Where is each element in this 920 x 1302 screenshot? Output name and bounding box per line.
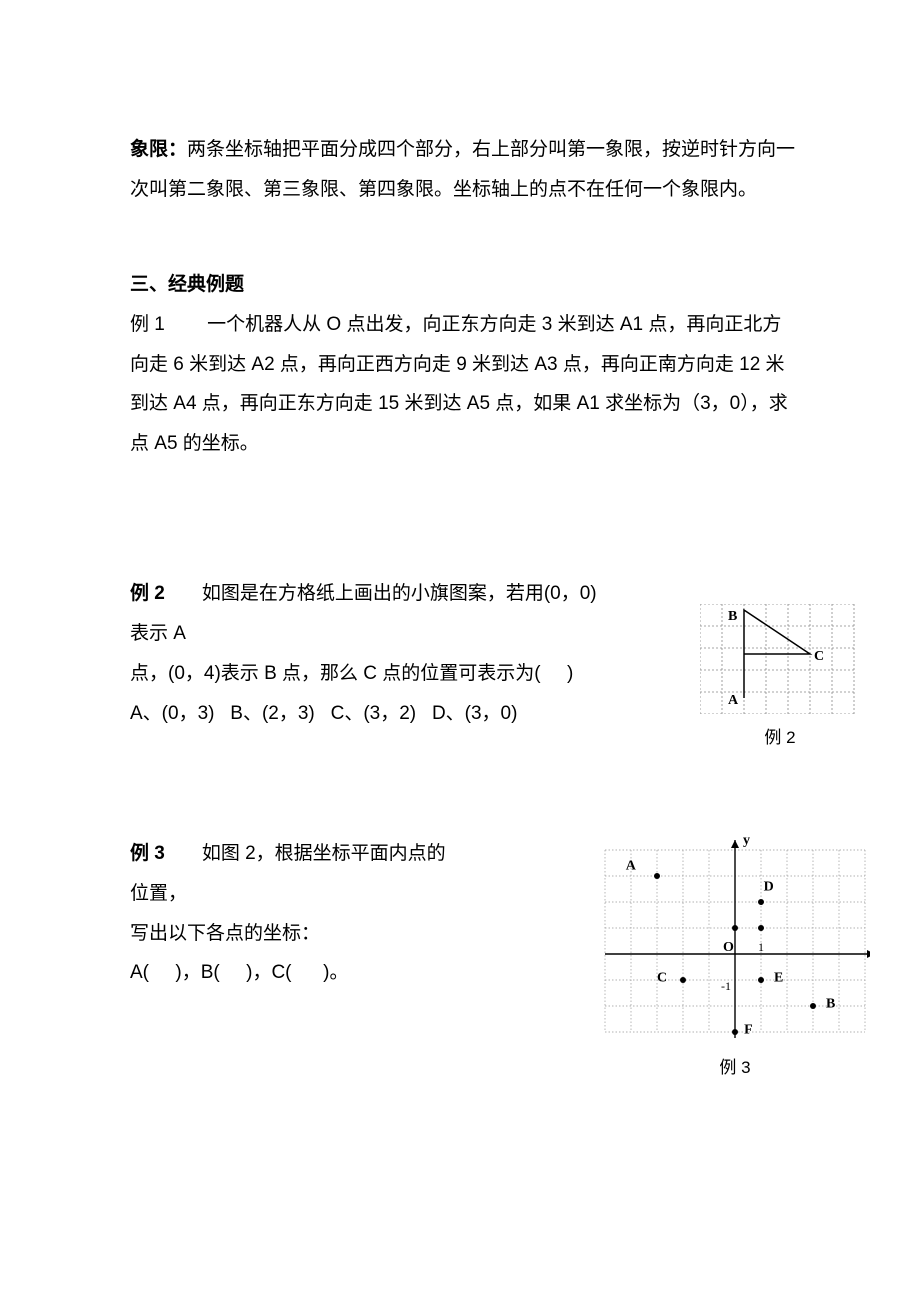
ex2-line1: 如图是在方格纸上画出的小旗图案，若用(0，0)表示 A bbox=[130, 583, 597, 644]
ex1-label: 例 1 bbox=[130, 314, 165, 335]
ex2-svg: A B C bbox=[700, 604, 860, 714]
svg-text:O: O bbox=[723, 940, 734, 955]
ex2-figure: A B C 例 2 bbox=[700, 604, 860, 756]
ex2-options: A、(0，3) B、(2，3) C、(3，2) D、(3，0) bbox=[130, 694, 600, 734]
definition-para: 象限：两条坐标轴把平面分成四个部分，右上部分叫第一象限，按逆时针方向一次叫第二象… bbox=[130, 130, 800, 210]
ex2-caption: 例 2 bbox=[700, 720, 860, 756]
svg-text:C: C bbox=[657, 970, 667, 985]
svg-text:F: F bbox=[744, 1022, 753, 1037]
ex2-label: 例 2 bbox=[130, 583, 165, 604]
svg-text:A: A bbox=[626, 858, 637, 873]
ex3-line2: 写出以下各点的坐标： bbox=[130, 914, 460, 954]
ex1-text: 一个机器人从 O 点出发，向正东方向走 3 米到达 A1 点，再向正北方向走 6… bbox=[130, 314, 788, 455]
ex3-svg: xyO1-1ADCEBF bbox=[600, 824, 870, 1044]
definition-text: 两条坐标轴把平面分成四个部分，右上部分叫第一象限，按逆时针方向一次叫第二象限、第… bbox=[130, 139, 795, 200]
svg-text:1: 1 bbox=[758, 940, 764, 954]
ex2-line2: 点，(0，4)表示 B 点，那么 C 点的位置可表示为( ) bbox=[130, 654, 600, 694]
ex3-label: 例 3 bbox=[130, 843, 165, 864]
section-heading: 三、经典例题 bbox=[130, 265, 800, 305]
svg-text:-1: -1 bbox=[721, 979, 731, 993]
svg-text:E: E bbox=[774, 970, 783, 985]
ex3-figure: xyO1-1ADCEBF 例 3 bbox=[600, 824, 870, 1086]
svg-text:C: C bbox=[814, 649, 824, 664]
ex3-caption: 例 3 bbox=[600, 1050, 870, 1086]
svg-text:B: B bbox=[826, 996, 835, 1011]
example-2: 例 2 如图是在方格纸上画出的小旗图案，若用(0，0)表示 A 点，(0，4)表… bbox=[130, 574, 800, 734]
svg-text:A: A bbox=[728, 693, 739, 708]
ex3-line3: A( )，B( )，C( )。 bbox=[130, 953, 460, 993]
example-1: 例 1 一个机器人从 O 点出发，向正东方向走 3 米到达 A1 点，再向正北方… bbox=[130, 305, 800, 465]
svg-text:B: B bbox=[728, 609, 737, 624]
svg-text:D: D bbox=[764, 879, 774, 894]
svg-text:y: y bbox=[743, 833, 750, 848]
example-3: 例 3 如图 2，根据坐标平面内点的位置， 写出以下各点的坐标： A( )，B(… bbox=[130, 834, 800, 994]
definition-term: 象限： bbox=[130, 139, 187, 160]
